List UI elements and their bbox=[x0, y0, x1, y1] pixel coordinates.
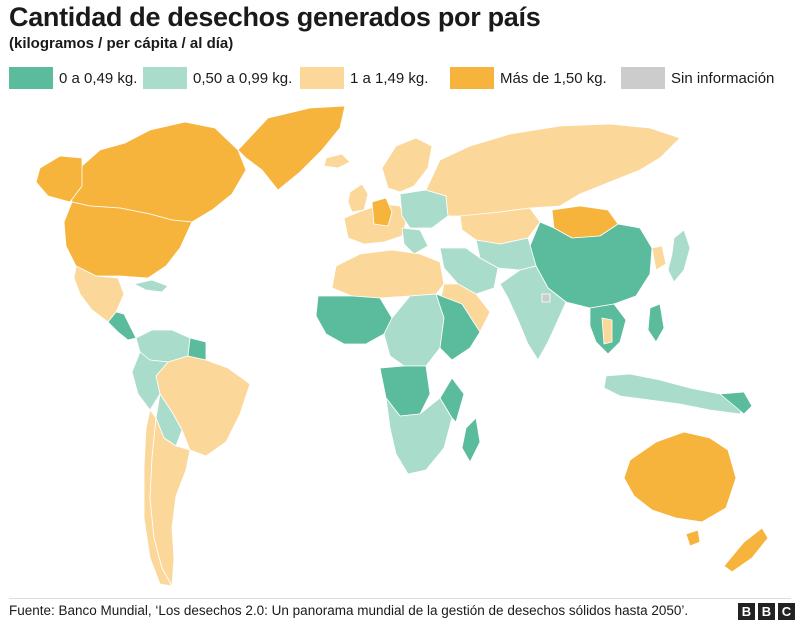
region-scandinavia bbox=[381, 137, 433, 193]
legend-label: 0 a 0,49 kg. bbox=[59, 69, 138, 87]
region-papua bbox=[719, 391, 753, 415]
region-alaska bbox=[35, 155, 83, 203]
region-tasmania bbox=[685, 529, 701, 547]
region-russia bbox=[425, 123, 681, 217]
legend-item-050-099: 0,50 a 0,99 kg. bbox=[143, 66, 292, 90]
region-central-africa bbox=[383, 293, 445, 367]
region-indonesia bbox=[603, 373, 745, 415]
region-middle-east bbox=[439, 247, 499, 295]
bbc-logo: B B C bbox=[738, 603, 795, 620]
legend-label: 1 a 1,49 kg. bbox=[350, 69, 429, 87]
legend-label: Sin información bbox=[671, 69, 775, 87]
legend-item-sin-informacion: Sin información bbox=[621, 66, 774, 90]
region-madagascar bbox=[461, 417, 481, 463]
region-west-africa bbox=[315, 295, 393, 345]
region-iceland bbox=[323, 153, 351, 169]
region-mozambique bbox=[439, 377, 465, 423]
region-uk bbox=[347, 183, 369, 213]
legend-swatch bbox=[621, 67, 665, 89]
region-australia bbox=[623, 431, 737, 523]
region-guyana bbox=[187, 337, 207, 361]
region-no-data bbox=[541, 293, 551, 303]
legend-swatch bbox=[450, 67, 494, 89]
legend-item-1-149: 1 a 1,49 kg. bbox=[300, 66, 428, 90]
region-germany bbox=[371, 197, 393, 227]
region-japan bbox=[667, 229, 691, 283]
region-argentina bbox=[149, 417, 191, 587]
legend-item-mas-150: Más de 1,50 kg. bbox=[450, 66, 607, 90]
bbc-logo-letter: B bbox=[758, 603, 775, 620]
source-footer: Fuente: Banco Mundial, ‘Los desechos 2.0… bbox=[9, 603, 689, 618]
region-balkans bbox=[401, 227, 429, 255]
legend-label: Más de 1,50 kg. bbox=[500, 69, 607, 87]
legend-item-0-049: 0 a 0,49 kg. bbox=[9, 66, 137, 90]
region-central-america bbox=[107, 311, 137, 341]
region-east-africa bbox=[435, 293, 481, 361]
legend-label: 0,50 a 0,99 kg. bbox=[193, 69, 293, 87]
map-title: Cantidad de desechos generados por país bbox=[9, 2, 541, 32]
region-eastern-europe bbox=[399, 189, 449, 229]
region-india bbox=[499, 265, 567, 361]
region-new-zealand bbox=[723, 527, 769, 573]
legend-swatch bbox=[143, 67, 187, 89]
region-southern-africa bbox=[385, 397, 453, 475]
footer-divider bbox=[9, 598, 791, 599]
legend-swatch bbox=[300, 67, 344, 89]
region-korea bbox=[651, 245, 667, 271]
legend: 0 a 0,49 kg. 0,50 a 0,99 kg. 1 a 1,49 kg… bbox=[9, 66, 799, 90]
region-caribbean bbox=[133, 279, 169, 293]
region-north-africa bbox=[331, 249, 445, 299]
region-philippines bbox=[647, 303, 665, 343]
map-subtitle: (kilogramos / per cápita / al día) bbox=[9, 35, 234, 52]
world-map bbox=[35, 105, 769, 587]
region-greenland bbox=[237, 105, 346, 191]
region-thailand bbox=[601, 317, 613, 345]
legend-swatch bbox=[9, 67, 53, 89]
bbc-logo-letter: C bbox=[778, 603, 795, 620]
bbc-logo-letter: B bbox=[738, 603, 755, 620]
region-usa bbox=[63, 201, 193, 279]
